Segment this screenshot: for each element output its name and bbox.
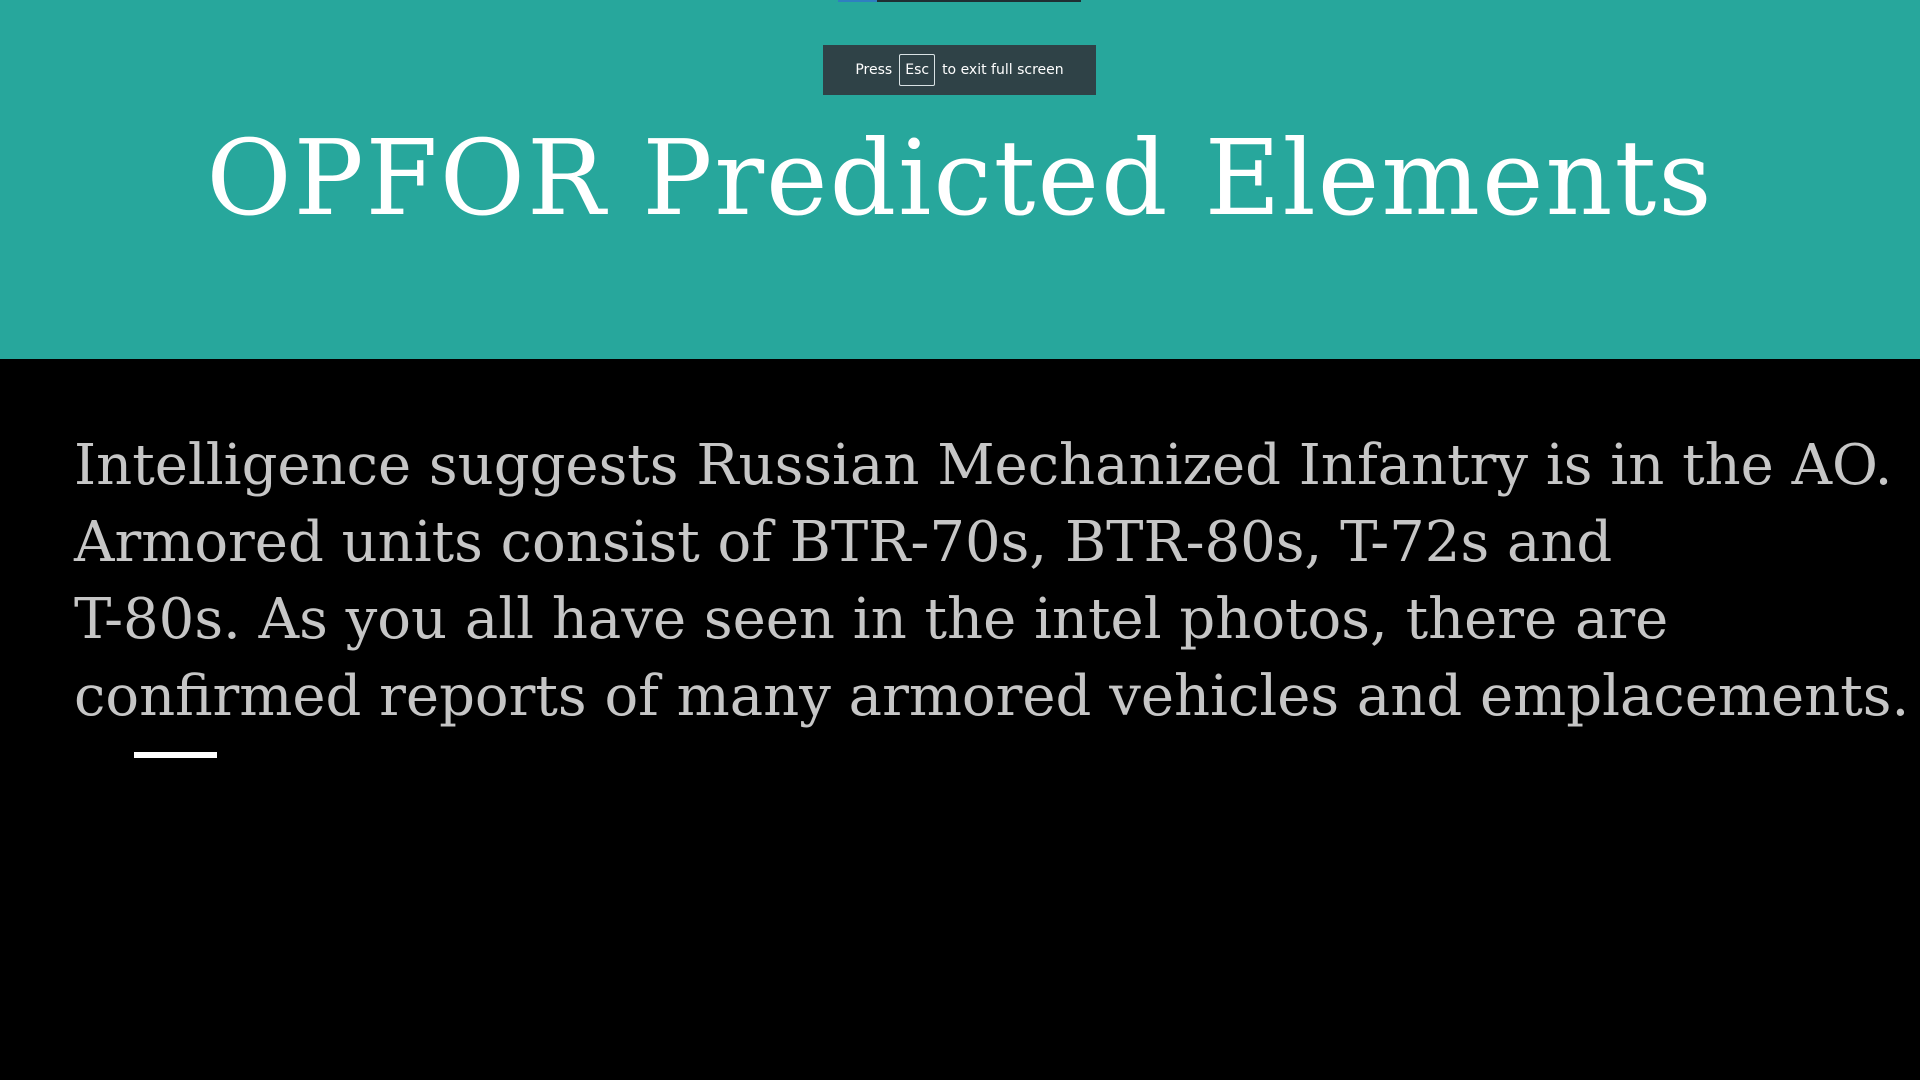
slide-progress-fill	[838, 0, 877, 2]
slide-progress-strip	[838, 0, 1081, 2]
body-line: Intelligence suggests Russian Mechanized…	[74, 433, 1893, 498]
body-line: confirmed reports of many armored vehicl…	[74, 664, 1910, 729]
notice-suffix-label: to exit full screen	[942, 62, 1064, 78]
body-line: T-80s. As you all have seen in the intel…	[74, 587, 1669, 652]
notice-press-label: Press	[855, 62, 893, 78]
accent-divider	[134, 752, 217, 758]
exit-fullscreen-notice: Press Esc to exit full screen	[823, 45, 1096, 95]
esc-key-badge: Esc	[899, 54, 936, 86]
body-line: Armored units consist of BTR-70s, BTR-80…	[74, 510, 1613, 575]
slide-title: OPFOR Predicted Elements	[206, 117, 1714, 239]
slide-body-text: Intelligence suggests Russian Mechanized…	[74, 427, 1910, 735]
